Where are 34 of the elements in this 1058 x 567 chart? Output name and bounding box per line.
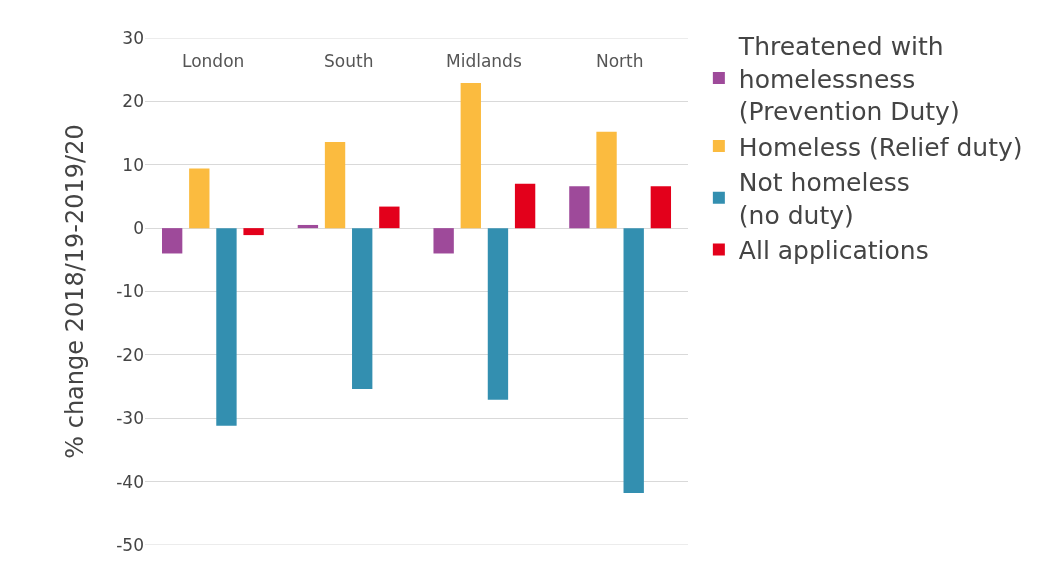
y-tick-label: -20 xyxy=(116,344,144,365)
legend-label: Homeless (Relief duty) xyxy=(738,132,1023,162)
y-tick-label: -40 xyxy=(116,471,144,492)
legend-label: Not homeless (no duty) xyxy=(738,168,910,230)
x-tick-label: Midlands xyxy=(446,51,522,71)
bar xyxy=(297,224,319,229)
y-tick-label: 10 xyxy=(122,154,144,175)
legend-label: All applications xyxy=(738,236,929,266)
bar xyxy=(324,141,346,229)
bar xyxy=(161,228,183,254)
bar xyxy=(243,228,264,236)
y-tick-label: 20 xyxy=(122,91,144,112)
y-tick-label: 30 xyxy=(122,27,144,48)
x-tick-label: South xyxy=(324,51,374,71)
bar xyxy=(216,228,237,426)
bar xyxy=(433,228,454,254)
legend-label: Threatened with homelessness (Prevention Duty) xyxy=(737,32,960,127)
bar xyxy=(352,228,373,390)
bar xyxy=(460,83,481,229)
bar xyxy=(189,168,210,229)
bar xyxy=(650,186,672,229)
bar xyxy=(487,228,509,400)
y-tick-label: -30 xyxy=(116,408,144,429)
y-tick-label: 0 xyxy=(133,218,144,239)
bar xyxy=(623,228,644,494)
y-tick-label: -10 xyxy=(116,281,144,302)
bar xyxy=(569,186,590,229)
bar xyxy=(596,131,617,229)
bar xyxy=(514,183,536,229)
bar xyxy=(379,206,400,229)
y-axis-title: % change 2018/19-2019/20 xyxy=(61,124,90,459)
y-tick-label: -50 xyxy=(116,534,144,555)
x-tick-label: London xyxy=(182,51,245,71)
x-tick-label: North xyxy=(596,51,644,71)
